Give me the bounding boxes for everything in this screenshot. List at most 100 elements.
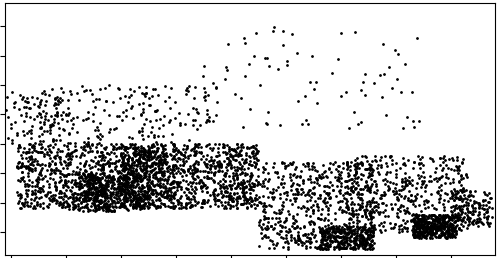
Point [421, 235, 429, 239]
Point [164, 181, 172, 186]
Point [210, 202, 218, 206]
Point [121, 194, 129, 198]
Point [126, 198, 134, 202]
Point [184, 201, 192, 205]
Point [59, 166, 67, 170]
Point [101, 195, 109, 199]
Point [455, 168, 463, 172]
Point [176, 121, 184, 125]
Point [28, 167, 36, 171]
Point [291, 197, 299, 201]
Point [229, 148, 237, 152]
Point [134, 159, 142, 163]
Point [136, 154, 144, 158]
Point [475, 210, 483, 214]
Point [438, 220, 446, 224]
Point [316, 247, 324, 251]
Point [106, 169, 114, 173]
Point [94, 176, 102, 181]
Point [126, 194, 134, 198]
Point [416, 225, 424, 229]
Point [248, 149, 256, 154]
Point [274, 231, 281, 235]
Point [432, 217, 440, 222]
Point [134, 195, 142, 199]
Point [160, 152, 168, 156]
Point [76, 174, 84, 179]
Point [120, 145, 128, 149]
Point [135, 201, 143, 205]
Point [455, 164, 463, 168]
Point [449, 193, 457, 197]
Point [222, 65, 230, 69]
Point [34, 180, 42, 184]
Point [332, 238, 340, 243]
Point [64, 172, 72, 176]
Point [128, 163, 136, 167]
Point [123, 157, 131, 162]
Point [243, 146, 251, 150]
Point [186, 205, 194, 209]
Point [88, 92, 96, 96]
Point [132, 201, 140, 205]
Point [143, 191, 151, 195]
Point [92, 176, 100, 181]
Point [421, 225, 429, 229]
Point [324, 212, 332, 216]
Point [192, 144, 200, 148]
Point [261, 216, 269, 220]
Point [474, 200, 482, 205]
Point [204, 176, 212, 180]
Point [94, 188, 102, 192]
Point [118, 156, 126, 160]
Point [14, 149, 22, 153]
Point [86, 192, 94, 196]
Point [437, 188, 445, 192]
Point [154, 205, 162, 209]
Point [210, 179, 218, 183]
Point [440, 222, 448, 227]
Point [99, 164, 107, 168]
Point [57, 162, 65, 166]
Point [458, 206, 466, 211]
Point [114, 185, 122, 189]
Point [68, 192, 76, 196]
Point [440, 221, 448, 225]
Point [102, 99, 110, 103]
Point [202, 120, 210, 124]
Point [306, 237, 314, 241]
Point [139, 155, 147, 159]
Point [236, 194, 244, 198]
Point [38, 186, 46, 190]
Point [464, 203, 472, 207]
Point [137, 204, 145, 208]
Point [14, 201, 22, 205]
Point [198, 184, 205, 189]
Point [104, 151, 112, 156]
Point [96, 181, 104, 185]
Point [149, 175, 157, 179]
Point [224, 202, 232, 206]
Point [80, 153, 88, 157]
Point [238, 124, 246, 128]
Point [318, 232, 326, 236]
Point [84, 181, 92, 185]
Point [16, 93, 24, 97]
Point [132, 199, 140, 204]
Point [407, 198, 415, 202]
Point [276, 196, 283, 200]
Point [43, 204, 51, 208]
Point [423, 223, 431, 228]
Point [302, 246, 310, 250]
Point [118, 171, 126, 175]
Point [134, 159, 142, 164]
Point [115, 196, 123, 200]
Point [310, 165, 318, 170]
Point [251, 206, 259, 210]
Point [127, 163, 135, 167]
Point [404, 210, 411, 214]
Point [42, 193, 50, 197]
Point [346, 192, 354, 196]
Point [186, 205, 194, 209]
Point [84, 189, 92, 194]
